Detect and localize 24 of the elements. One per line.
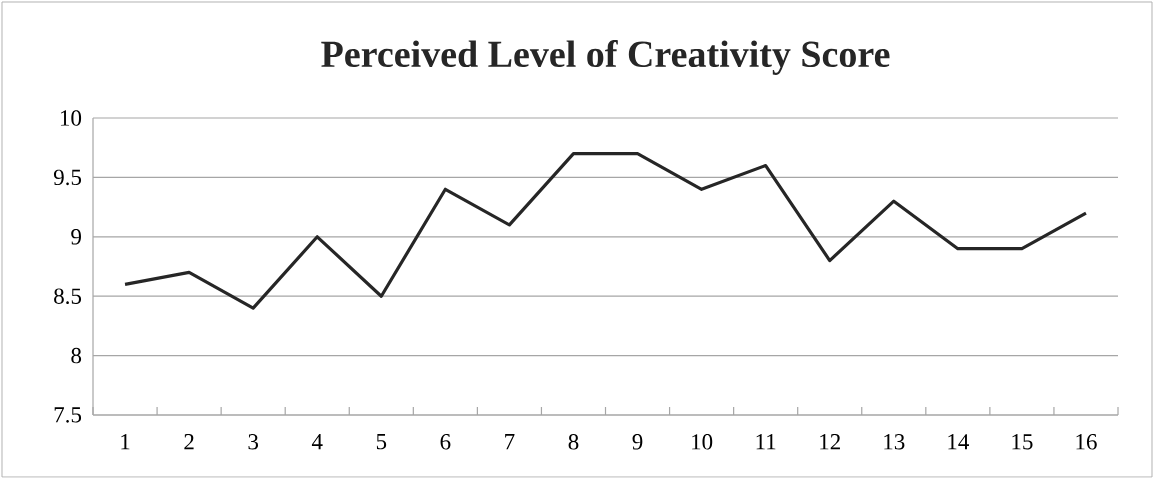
x-tick-label: 9 <box>632 434 643 450</box>
x-tick-label: 14 <box>948 434 969 450</box>
x-tick-label: 6 <box>440 434 451 450</box>
line-series <box>123 152 1088 310</box>
y-tick-label: 7.5 <box>54 407 82 423</box>
x-tick-label: 8 <box>568 434 579 450</box>
x-tick-label: 5 <box>376 434 387 450</box>
x-tick-label: 7 <box>505 434 515 450</box>
x-tick-label: 4 <box>311 434 323 450</box>
y-tick-label: 8.5 <box>54 288 82 304</box>
x-tick-label: 16 <box>1076 434 1097 450</box>
x-tick-label: 15 <box>1012 434 1033 450</box>
chart-title: Perceived Level of Creativity Score <box>321 39 890 75</box>
y-tick-label: 9 <box>71 229 81 245</box>
x-tick-label: 11 <box>756 434 776 450</box>
y-tick-label: 10 <box>60 110 82 126</box>
x-tick-label: 3 <box>248 434 259 450</box>
y-tick-label: 9.5 <box>53 169 82 186</box>
x-tick-label: 12 <box>820 434 840 450</box>
x-tick-label: 2 <box>184 434 194 450</box>
x-tick-label: 1 <box>121 434 130 450</box>
y-tick-label: 8 <box>71 347 82 364</box>
x-tick-label: 10 <box>692 434 713 450</box>
x-tick-label: 13 <box>884 434 905 450</box>
